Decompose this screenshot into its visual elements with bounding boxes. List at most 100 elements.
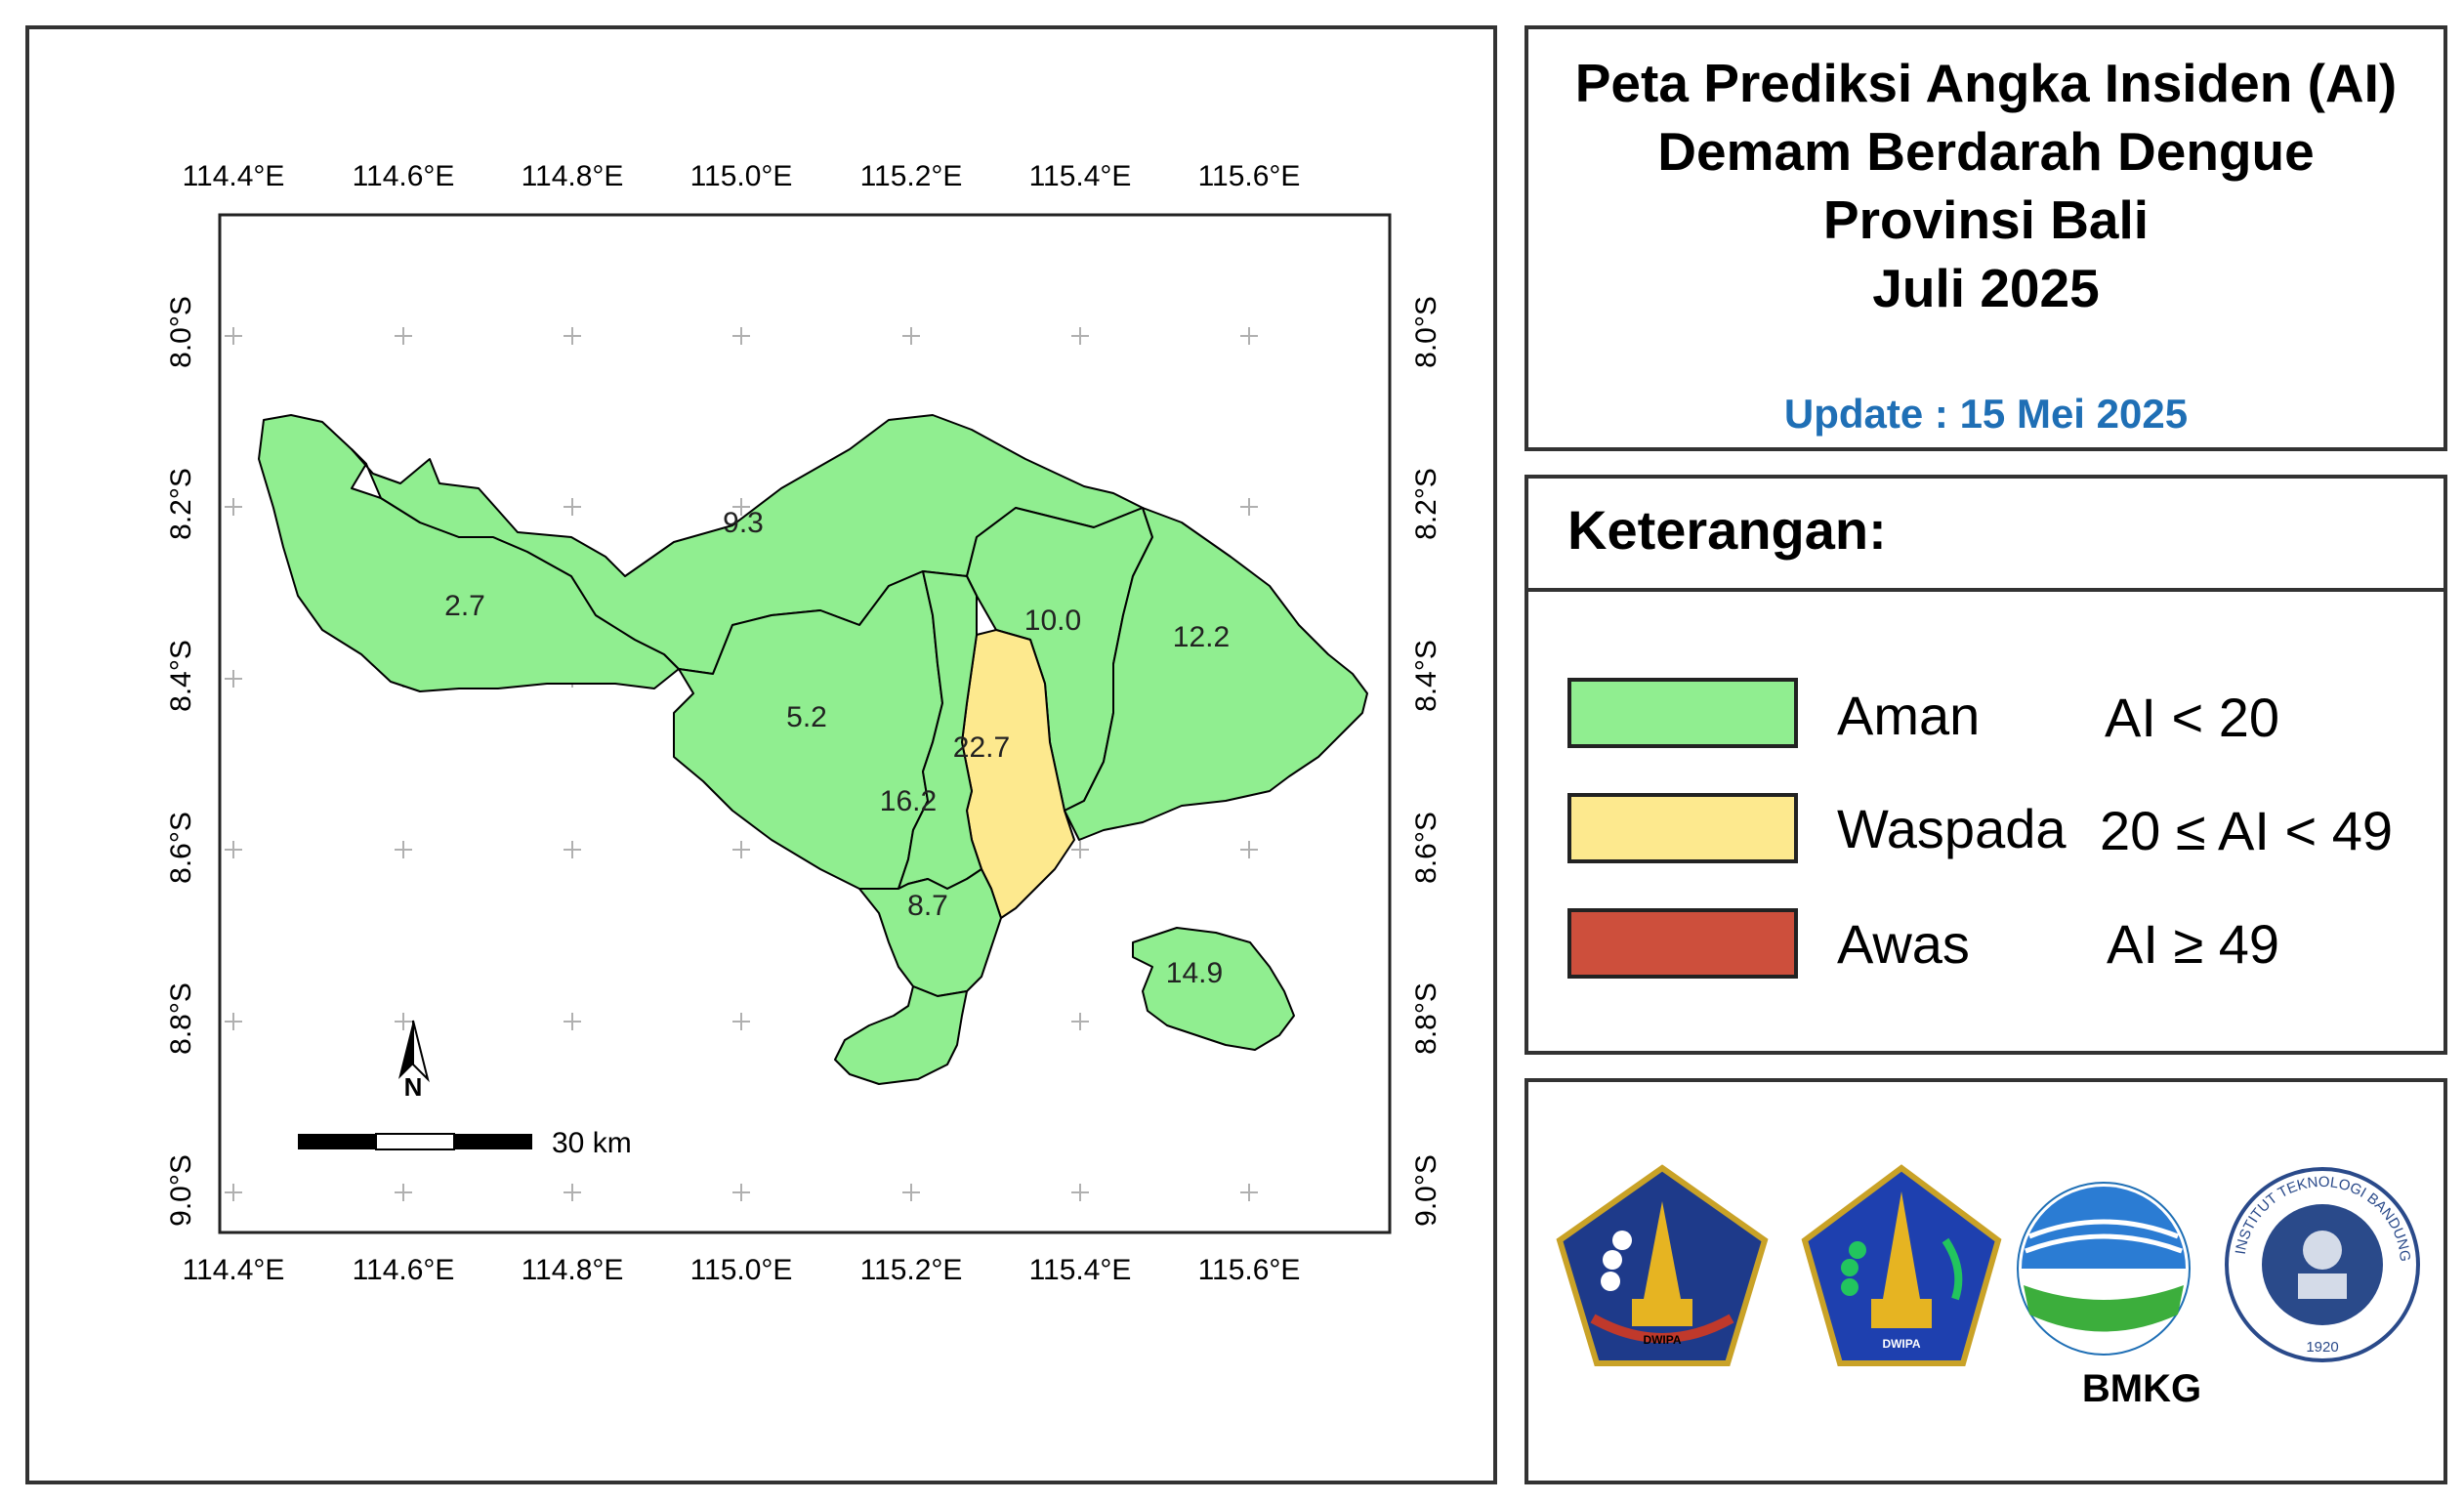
svg-text:DWIPA: DWIPA [1643, 1333, 1681, 1347]
graticule [225, 327, 1258, 1201]
legend-label-aman: Aman [1837, 685, 1981, 746]
legend-label-awas: Awas [1837, 913, 1970, 975]
lon-label: 114.4°E [183, 160, 285, 192]
lat-label: 8.0°S [165, 296, 197, 368]
graticule-cross [564, 841, 581, 858]
region-value-buleleng: 9.3 [723, 507, 764, 539]
graticule-cross [395, 327, 412, 345]
graticule-cross [564, 327, 581, 345]
legend-swatch-awas [1567, 908, 1798, 979]
legend-label-waspada: Waspada [1837, 798, 2067, 859]
north-arrow: N [398, 1020, 430, 1102]
region-value-denpasar: 8.7 [907, 890, 948, 922]
legend-condition-awas: AI ≥ 49 [2107, 913, 2280, 975]
legend-divider [1528, 588, 2443, 592]
legend-swatch-aman [1567, 678, 1798, 748]
lat-label: 8.4°S [1410, 640, 1442, 712]
title-panel: Peta Prediksi Angka Insiden (AI) Demam B… [1524, 25, 2447, 451]
map-title-line-3: Provinsi Bali [1822, 189, 2150, 250]
region-bukit [834, 985, 968, 1085]
lon-label: 115.0°E [690, 1254, 793, 1286]
regency-emblem-icon: DWIPA [1801, 1164, 2002, 1366]
map-title-line-2: Demam Berdarah Dengue [1657, 121, 2315, 182]
region-value-gianyar: 22.7 [953, 731, 1010, 764]
graticule-cross [1071, 841, 1089, 858]
graticule-cross [732, 327, 750, 345]
legend-panel: Keterangan: Aman AI < 20 Waspada 20 ≤ AI… [1524, 475, 2447, 1055]
graticule-cross [732, 1013, 750, 1030]
graticule-cross [732, 498, 750, 516]
svg-text:DWIPA: DWIPA [1882, 1337, 1920, 1351]
lon-label: 115.4°E [1029, 1254, 1132, 1286]
lat-label: 9.0°S [1410, 1154, 1442, 1227]
region-value-tabanan: 5.2 [786, 701, 827, 733]
graticule-cross [225, 327, 242, 345]
region-value-karangasem: 12.2 [1173, 621, 1230, 653]
itb-seal-icon: INSTITUT TEKNOLOGI BANDUNG 1920 [2225, 1167, 2420, 1362]
region-value-klungkung: 14.9 [1166, 957, 1223, 989]
graticule-cross [225, 841, 242, 858]
region-value-badung: 16.2 [880, 785, 937, 817]
graticule-cross [902, 327, 920, 345]
graticule-cross [1240, 327, 1258, 345]
graticule-cross [1071, 1013, 1089, 1030]
lat-label: 8.6°S [1410, 812, 1442, 884]
north-arrow-icon [398, 1021, 413, 1079]
legend-swatch-waspada [1567, 793, 1798, 863]
lon-label: 114.4°E [183, 1254, 285, 1286]
bali-province-emblem-icon: DWIPA [1556, 1164, 1769, 1366]
region-value-bangli: 10.0 [1024, 605, 1081, 637]
lon-label: 114.8°E [522, 1254, 624, 1286]
update-date: Update : 15 Mei 2025 [1783, 391, 2189, 437]
graticule-cross [902, 1184, 920, 1201]
lat-label: 8.2°S [1410, 468, 1442, 540]
lon-label: 115.6°E [1198, 160, 1301, 192]
lat-label: 8.6°S [165, 812, 197, 884]
graticule-cross [1240, 1184, 1258, 1201]
graticule-cross [564, 498, 581, 516]
lon-label: 114.6°E [353, 1254, 455, 1286]
bmkg-label: BMKG [2081, 1367, 2202, 1410]
map-title-line-4: Juli 2025 [1872, 258, 2100, 318]
region-karangasem [1064, 507, 1368, 841]
svg-text:1920: 1920 [2306, 1339, 2338, 1356]
graticule-cross [732, 1184, 750, 1201]
north-label: N [404, 1072, 423, 1102]
map-frame [218, 213, 1392, 1234]
scale-bar: 30 km [298, 1127, 632, 1159]
lon-labels-top: 114.4°E 114.6°E 114.8°E 115.0°E 115.2°E … [183, 160, 1301, 192]
lon-label: 115.0°E [690, 160, 793, 192]
region-value-labels: 2.7 9.3 5.2 22.7 10.0 12.2 16.2 8.7 14.9 [444, 507, 1230, 989]
lat-label: 8.8°S [165, 982, 197, 1055]
lon-label: 115.2°E [860, 160, 963, 192]
logo-panel: DWIPA DWIPA BMKG INSTITUT TEKNOLOGI BAND… [1524, 1078, 2447, 1484]
graticule-cross [1240, 841, 1258, 858]
region-value-jembrana: 2.7 [444, 590, 485, 622]
graticule-cross [564, 1013, 581, 1030]
lat-labels-left: 8.0°S 8.2°S 8.4°S 8.6°S 8.8°S 9.0°S [165, 296, 197, 1227]
region-denpasar [858, 868, 1002, 997]
region-klungkung [1132, 927, 1295, 1051]
lon-label: 115.4°E [1029, 160, 1132, 192]
region-jembrana [258, 414, 680, 692]
graticule-cross [395, 1013, 412, 1030]
lon-label: 115.2°E [860, 1254, 963, 1286]
graticule-cross [564, 1184, 581, 1201]
lat-label: 8.8°S [1410, 982, 1442, 1055]
lat-label: 9.0°S [165, 1154, 197, 1227]
map-title-line-1: Peta Prediksi Angka Insiden (AI) [1574, 53, 2398, 113]
graticule-cross [225, 498, 242, 516]
graticule-cross [1071, 327, 1089, 345]
map-panel: 114.4°E 114.6°E 114.8°E 115.0°E 115.2°E … [25, 25, 1497, 1484]
graticule-cross [225, 670, 242, 688]
lat-label: 8.0°S [1410, 296, 1442, 368]
lon-label: 114.6°E [353, 160, 455, 192]
graticule-cross [1240, 498, 1258, 516]
legend-condition-waspada: 20 ≤ AI < 49 [2100, 800, 2394, 861]
legend-heading: Keterangan: [1567, 499, 1887, 561]
lon-label: 115.6°E [1198, 1254, 1301, 1286]
scale-label: 30 km [552, 1127, 632, 1159]
graticule-cross [225, 1184, 242, 1201]
bmkg-logo-icon [2017, 1182, 2191, 1356]
graticule-cross [395, 841, 412, 858]
